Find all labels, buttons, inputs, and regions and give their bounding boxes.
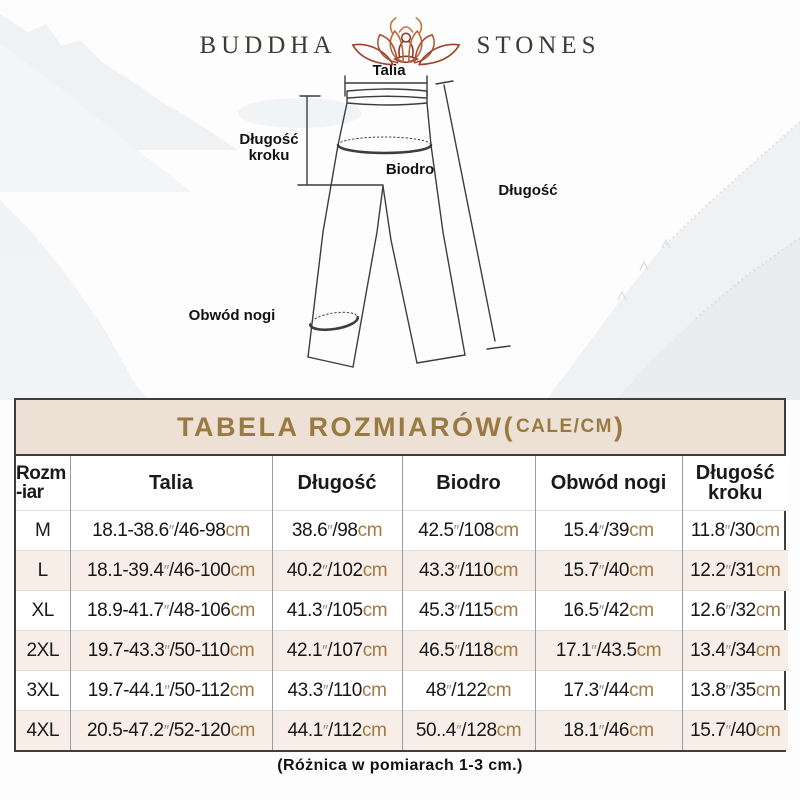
inseam-label-line1: Długość bbox=[239, 130, 299, 148]
size-table: Rozm -iar Talia Długość Biodro Obwód nog… bbox=[16, 456, 788, 750]
size-table-section: TABELA ROZMIARÓW(CALE/CM) Rozm -iar Tali… bbox=[14, 398, 788, 752]
right-leg-inner bbox=[382, 185, 418, 364]
measurement-cell: 13.8″/35cm bbox=[681, 670, 788, 711]
measurement-cell: 18.9-41.7″/48-106cm bbox=[69, 590, 272, 631]
measurement-cell: 42.5″/108cm bbox=[401, 510, 535, 551]
hip-ellipse bbox=[336, 143, 433, 155]
measurement-cell: 18.1-38.6″/46-98cm bbox=[69, 510, 272, 551]
table-row: L 18.1-39.4″/46-100cm 40.2″/102cm 43.3″/110… bbox=[16, 550, 788, 591]
measurement-cell: 44.1″/112cm bbox=[271, 710, 402, 750]
measurement-cell: 17.1″/43.5cm bbox=[534, 630, 682, 671]
left-leg-inner bbox=[352, 185, 384, 368]
measurement-cell: 11.8″/30cm bbox=[681, 510, 788, 551]
measurement-cell: 13.4″/34cm bbox=[681, 630, 788, 671]
measurement-cell: 41.3″/105cm bbox=[271, 590, 402, 631]
header-length: Długość bbox=[271, 456, 402, 511]
measurement-cell: 45.3″/115cm bbox=[401, 590, 535, 631]
measurement-cell: 38.6″/98cm bbox=[271, 510, 402, 551]
leg-opening-ellipse bbox=[308, 311, 360, 332]
size-table-body: M 18.1-38.6″/46-98cm 38.6″/98cm 42.5″/108cm… bbox=[16, 510, 788, 750]
size-cell: M bbox=[35, 519, 51, 541]
header-size: Rozm -iar bbox=[16, 456, 70, 511]
header-leg-opening: Obwód nogi bbox=[534, 456, 682, 511]
inseam-label: Długość kroku bbox=[239, 130, 299, 164]
table-title-text: TABELA ROZMIARÓW( bbox=[176, 411, 515, 442]
header-inseam: Długość kroku bbox=[681, 456, 788, 511]
size-cell: 4XL bbox=[26, 719, 60, 741]
measurement-cell: 15.4″/39cm bbox=[534, 510, 682, 551]
measurement-cell: 19.7-44.1″/50-112cm bbox=[69, 670, 272, 711]
header-hip: Biodro bbox=[401, 456, 535, 511]
pants-diagram bbox=[297, 75, 511, 368]
measurement-cell: 43.3″/110cm bbox=[271, 670, 402, 711]
measurement-cell: 17.3″/44cm bbox=[534, 670, 682, 711]
table-title-unit: CALE/CM bbox=[515, 416, 613, 437]
measurement-cell: 46.5″/118cm bbox=[401, 630, 535, 671]
inseam-label-line2: kroku bbox=[248, 147, 290, 164]
measurement-cell: 40.2″/102cm bbox=[271, 550, 402, 591]
lotus-meditation-icon bbox=[352, 17, 461, 66]
measurement-cell: 15.7″/40cm bbox=[534, 550, 682, 591]
measurement-cell: 19.7-43.3″/50-110cm bbox=[69, 630, 272, 671]
length-label: Długość bbox=[498, 181, 558, 199]
size-cell: 3XL bbox=[26, 679, 60, 701]
header-waist: Talia bbox=[69, 456, 272, 511]
measurement-cell: 42.1″/107cm bbox=[271, 630, 402, 671]
left-leg-outer bbox=[307, 144, 339, 358]
waist-label: Talia bbox=[372, 61, 406, 79]
tolerance-note: (Różnica w pomiarach 1-3 cm.) bbox=[277, 757, 523, 774]
size-table-header: Rozm -iar Talia Długość Biodro Obwód nog… bbox=[16, 456, 788, 511]
measurement-cell: 50..4″/128cm bbox=[401, 710, 535, 750]
measurement-cell: 18.1-39.4″/46-100cm bbox=[69, 550, 272, 591]
length-measure-line bbox=[443, 84, 496, 342]
measurement-cell: 48″/122cm bbox=[401, 670, 535, 711]
size-cell: XL bbox=[31, 599, 55, 621]
leg-opening-label: Obwód nogi bbox=[188, 306, 276, 324]
measurement-cell: 16.5″/42cm bbox=[534, 590, 682, 631]
brand-word-right: STONES bbox=[476, 32, 601, 59]
measurement-cell: 12.2″/31cm bbox=[681, 550, 788, 591]
right-leg-outer bbox=[430, 144, 466, 356]
measurement-cell: 12.6″/32cm bbox=[681, 590, 788, 631]
table-row: 3XL 19.7-44.1″/50-112cm 43.3″/110cm 48″/122… bbox=[16, 670, 788, 711]
measurement-cell: 20.5-47.2″/52-120cm bbox=[69, 710, 272, 750]
table-row: 2XL 19.7-43.3″/50-110cm 42.1″/107cm 46.5″/1… bbox=[16, 630, 788, 671]
size-cell: L bbox=[37, 559, 49, 581]
hip-label: Biodro bbox=[385, 160, 435, 178]
brand-word-left: BUDDHA bbox=[199, 32, 337, 59]
table-row: M 18.1-38.6″/46-98cm 38.6″/98cm 42.5″/108cm… bbox=[16, 510, 788, 551]
brand-header: BUDDHA STONES bbox=[0, 16, 800, 76]
size-cell: 2XL bbox=[26, 639, 60, 661]
table-title-paren: ) bbox=[614, 411, 623, 442]
table-row: XL 18.9-41.7″/48-106cm 41.3″/105cm 45.3″/11… bbox=[16, 590, 788, 631]
measurement-cell: 15.7″/40cm bbox=[681, 710, 788, 750]
measurement-cell: 18.1″/46cm bbox=[534, 710, 682, 750]
table-row: 4XL 20.5-47.2″/52-120cm 44.1″/112cm 50..4″/… bbox=[16, 710, 788, 750]
table-title: TABELA ROZMIARÓW(CALE/CM) bbox=[16, 400, 784, 456]
measurement-cell: 43.3″/110cm bbox=[401, 550, 535, 591]
